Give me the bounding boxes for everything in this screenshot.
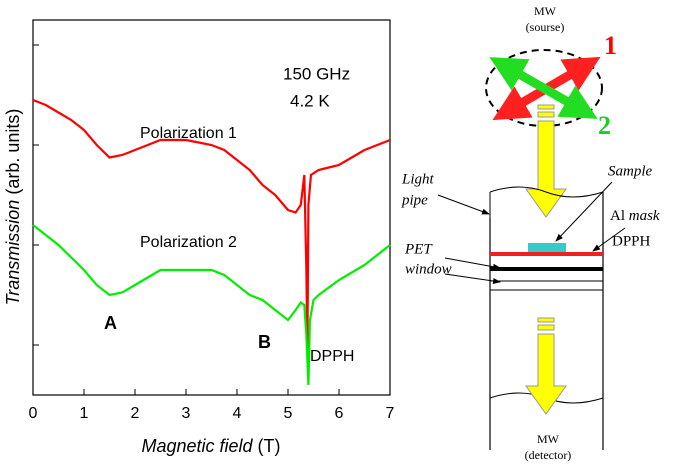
x-tick-label: 6	[335, 405, 344, 422]
pet-label: window	[405, 261, 452, 277]
x-tick-label: 1	[80, 405, 89, 422]
annotation: 150 GHz	[283, 64, 350, 83]
pointer	[555, 181, 613, 242]
light-pipe-label: pipe	[401, 192, 428, 208]
mask-label: mask	[629, 208, 660, 224]
pipe-top	[489, 186, 604, 198]
pointer	[437, 194, 490, 215]
annotation: 4.2 K	[290, 91, 330, 110]
pointer	[444, 273, 501, 284]
x-tick-label: 2	[131, 405, 140, 422]
x-tick-label: 3	[182, 405, 191, 422]
x-tick-label: 0	[29, 405, 38, 422]
al-mask	[490, 252, 603, 256]
pointer	[444, 257, 501, 270]
pointer	[592, 227, 626, 252]
light-pipe-label: Light	[401, 171, 435, 187]
output-beam	[525, 317, 567, 415]
polarization-arrow-2	[489, 57, 598, 119]
x-label-main: Magnetic field	[141, 436, 253, 456]
annotation: DPPH	[310, 348, 354, 365]
pet-window	[490, 267, 603, 271]
annotation: B	[258, 332, 271, 352]
x-axis-label: Magnetic field (T)	[141, 436, 280, 456]
dpph-label: DPPH	[612, 233, 651, 249]
input-beam	[525, 104, 567, 218]
sample-label: Sample	[608, 163, 653, 179]
y-label-main: Transmission	[3, 200, 23, 306]
y-axis-label: Transmission (arb. units)	[3, 109, 23, 306]
plot-frame	[32, 19, 391, 396]
x-tick-label: 4	[233, 405, 242, 422]
x-tick-label: 5	[284, 405, 293, 422]
al-label: Al	[610, 208, 625, 224]
pol-2-label: 2	[598, 111, 611, 140]
detector-label: (detector)	[525, 448, 572, 462]
source-label: (sourse)	[526, 20, 565, 34]
sample	[528, 243, 566, 254]
annotation: Polarization 1	[140, 125, 237, 142]
series-line	[32, 98, 391, 351]
series-line	[32, 224, 391, 386]
pet-label: PET	[404, 241, 433, 257]
pol-1-label: 1	[604, 31, 617, 60]
annotation: Polarization 2	[140, 234, 237, 251]
y-label-unit: (arb. units)	[3, 109, 23, 195]
annotation: A	[104, 313, 117, 333]
diagram: MW (sourse) 1 2 Light pipe Sample Al mas…	[401, 4, 660, 462]
al-mask-label: Al mask	[610, 208, 660, 224]
detector-label: MW	[537, 432, 560, 446]
x-label-unit: (T)	[258, 436, 281, 456]
light-pipe	[489, 192, 604, 450]
source-label: MW	[534, 4, 557, 18]
x-tick-label: 7	[386, 405, 395, 422]
chart: Magnetic field (T) Transmission (arb. un…	[3, 19, 395, 456]
